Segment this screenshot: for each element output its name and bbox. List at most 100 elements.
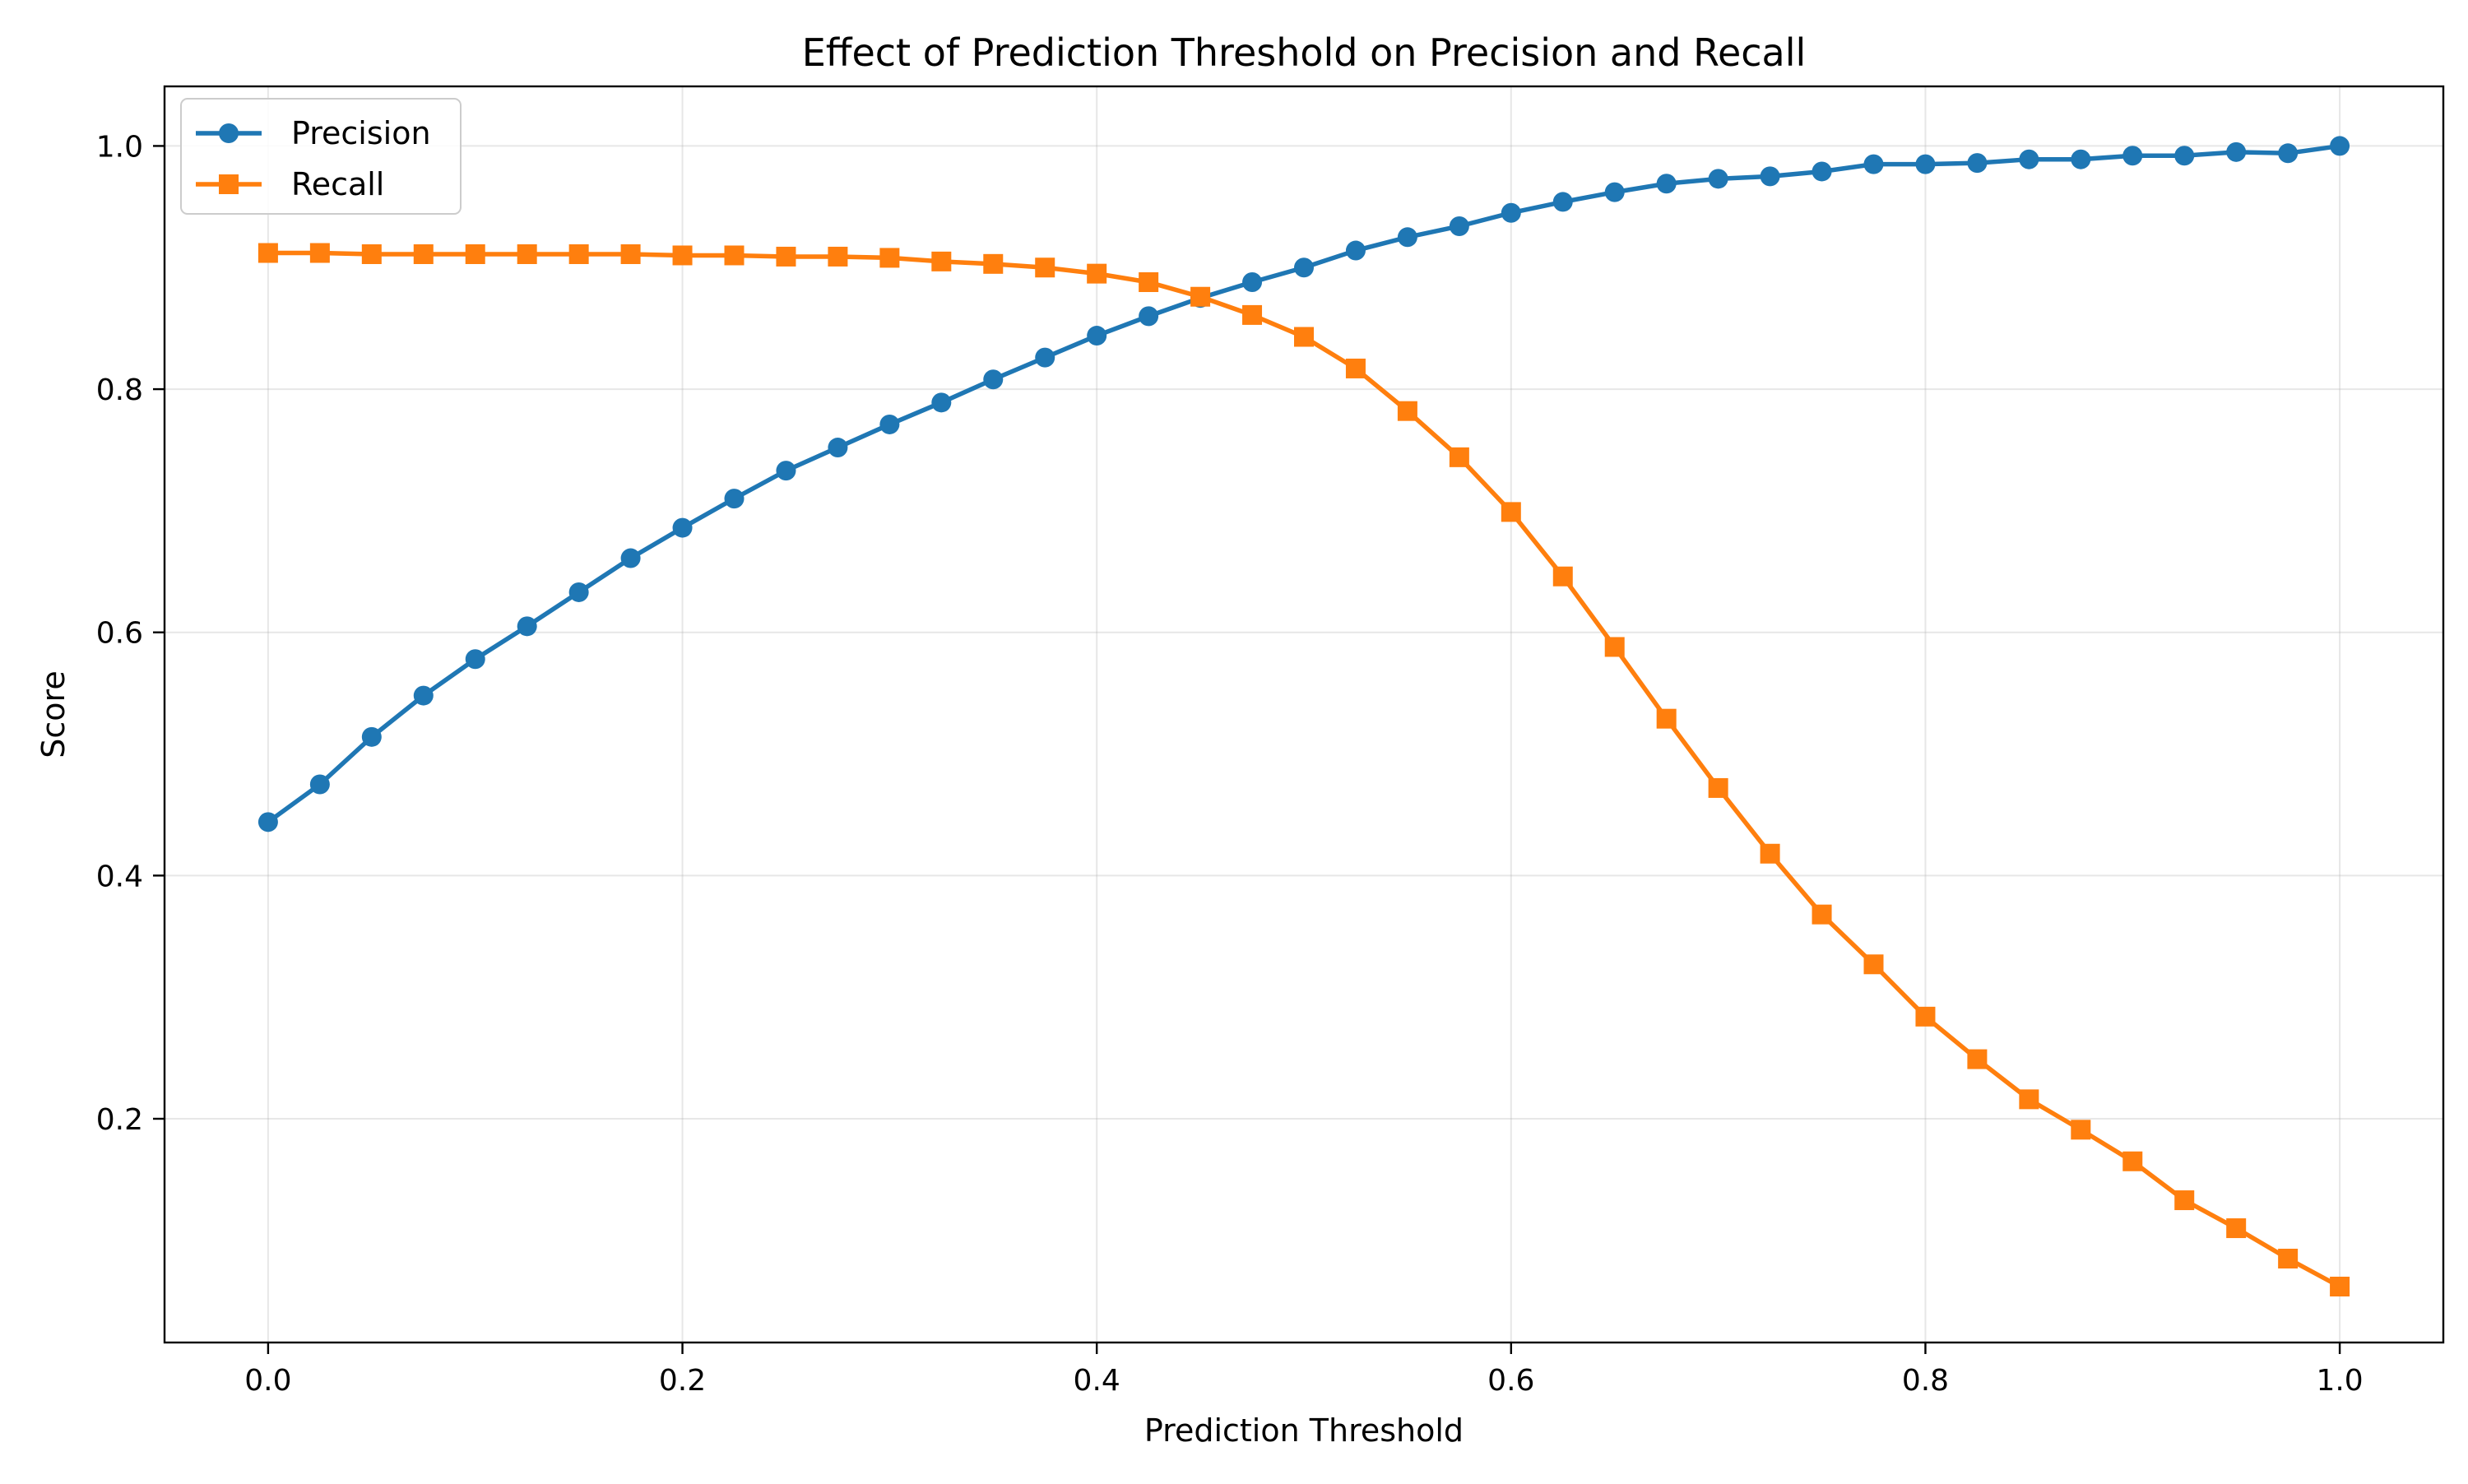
legend-item-precision: Precision (196, 115, 431, 151)
series-precision (257, 136, 2350, 832)
precision-point (1812, 161, 1832, 182)
precision-point (1397, 227, 1417, 248)
precision-point (1294, 257, 1314, 278)
recall-point (1190, 286, 1211, 307)
recall-point (361, 243, 382, 264)
precision-point (1760, 166, 1780, 187)
y-tick-label: 0.8 (96, 373, 143, 407)
recall-point (2122, 1151, 2143, 1171)
x-tick-label: 0.6 (1487, 1364, 1534, 1398)
recall-point (1294, 327, 1314, 347)
recall-point (1087, 263, 1107, 284)
precision-point (2174, 146, 2195, 166)
axis-ticks: 0.0 0.2 0.4 0.6 0.8 1.0 0.2 0.4 0.6 0.8 1.0 (96, 130, 2364, 1398)
recall-point (309, 243, 330, 263)
precision-point (2226, 141, 2247, 162)
recall-point (1501, 502, 1521, 522)
recall-point (1812, 904, 1832, 925)
series-recall (257, 243, 2350, 1297)
recall-point (1708, 777, 1728, 798)
recall-point (1397, 401, 1417, 421)
recall-point (672, 245, 693, 266)
precision-point (672, 517, 693, 538)
recall-point (1345, 358, 1366, 378)
y-tick-label: 1.0 (96, 130, 143, 164)
precision-point (2071, 149, 2091, 169)
x-tick-label: 0.2 (659, 1364, 706, 1398)
precision-point (1242, 271, 1263, 292)
precision-point (465, 649, 485, 670)
precision-point (1604, 182, 1625, 202)
series-layer (257, 136, 2350, 1297)
recall-point (517, 243, 537, 264)
precision-point (2330, 136, 2350, 156)
precision-point (776, 461, 796, 481)
recall-point (1139, 271, 1159, 292)
legend-circle-marker (219, 123, 239, 143)
recall-point (1035, 257, 1055, 278)
recall-point (776, 246, 796, 267)
recall-point (1915, 1006, 1936, 1027)
precision-point (1915, 154, 1936, 174)
legend: Precision Recall (180, 98, 462, 215)
precision-point (309, 774, 330, 795)
recall-point (983, 253, 1004, 274)
recall-point (931, 251, 952, 271)
precision-point (361, 726, 382, 747)
precision-point (257, 812, 278, 832)
precision-point (724, 489, 745, 509)
precision-point (1449, 216, 1469, 236)
precision-point (2122, 146, 2143, 166)
x-tick-label: 1.0 (2316, 1364, 2363, 1398)
precision-point (1552, 192, 1573, 212)
precision-point (1087, 326, 1107, 346)
recall-point (1552, 566, 1573, 587)
recall-point (2278, 1249, 2299, 1269)
recall-point (724, 245, 745, 266)
recall-point (2330, 1277, 2350, 1297)
x-tick-label: 0.4 (1074, 1364, 1120, 1398)
precision-point (2019, 149, 2039, 169)
precision-point (931, 392, 952, 413)
x-tick-label: 0.8 (1902, 1364, 1949, 1398)
recall-point (465, 243, 485, 264)
recall-point (1242, 304, 1263, 325)
precision-point (1708, 169, 1728, 189)
x-tick-label: 0.0 (244, 1364, 291, 1398)
y-tick-label: 0.6 (96, 617, 143, 651)
recall-point (828, 246, 848, 267)
recall-point (257, 243, 278, 263)
y-axis-label: Score (35, 670, 72, 758)
precision-point (879, 414, 900, 434)
precision-point (620, 548, 641, 568)
recall-point (1760, 843, 1780, 864)
precision-point (568, 582, 589, 602)
precision-point (2278, 143, 2299, 164)
recall-point (2019, 1089, 2039, 1110)
legend-label: Recall (291, 166, 384, 202)
precision-point (517, 616, 537, 637)
recall-point (1656, 708, 1677, 729)
recall-point (620, 243, 641, 264)
recall-point (2071, 1120, 2091, 1140)
recall-point (879, 248, 900, 268)
recall-point (1967, 1049, 1988, 1069)
precision-point (1139, 306, 1159, 327)
recall-point (2174, 1190, 2195, 1211)
recall-point (1449, 447, 1469, 467)
chart-title: Effect of Prediction Threshold on Precis… (802, 30, 1807, 75)
precision-point (1656, 174, 1677, 194)
recall-point (413, 243, 434, 264)
precision-point (1345, 240, 1366, 261)
precision-point (1035, 347, 1055, 368)
precision-point (983, 369, 1004, 390)
precision-point (1863, 154, 1884, 174)
x-axis-label: Prediction Threshold (1144, 1412, 1464, 1449)
precision-point (828, 438, 848, 458)
legend-item-recall: Recall (196, 166, 384, 202)
y-tick-label: 0.2 (96, 1103, 143, 1137)
precision-point (413, 685, 434, 706)
